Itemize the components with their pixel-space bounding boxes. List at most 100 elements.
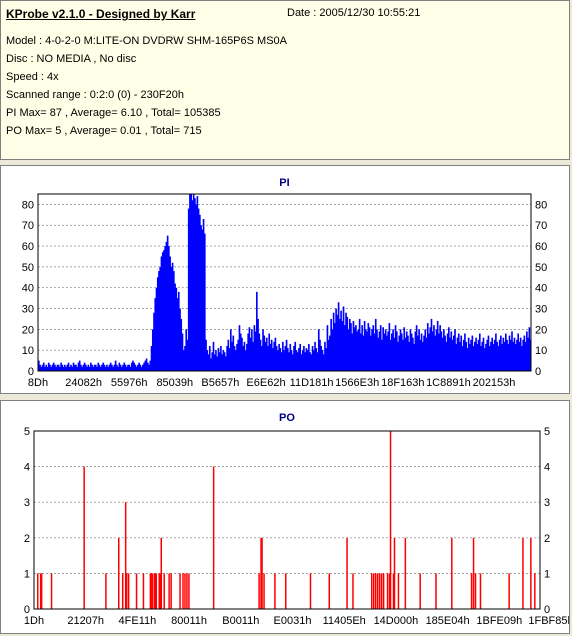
pi-bar — [314, 341, 316, 371]
pi-xtick: E6E62h — [246, 377, 285, 389]
pi-bar — [127, 364, 129, 371]
pi-bar — [395, 331, 398, 371]
po-bar — [159, 573, 162, 609]
po-bar — [182, 573, 184, 609]
pi-bar — [130, 362, 133, 371]
pi-bar — [451, 339, 454, 371]
pi-bar — [402, 339, 404, 371]
po-xtick: 185E04h — [426, 615, 470, 627]
po-bar — [36, 573, 39, 609]
pi-bar — [192, 194, 195, 371]
pi-bar — [288, 352, 290, 371]
pi-bar — [319, 339, 321, 371]
pi-bar — [173, 271, 175, 371]
pi-bar — [254, 331, 257, 371]
pi-bar — [242, 346, 245, 371]
pi-bar — [264, 341, 267, 371]
pi-ytick-right: 20 — [535, 324, 547, 336]
po-plot-frame — [33, 430, 541, 610]
po-bar — [124, 502, 127, 609]
scan-speed: Speed : 4x — [6, 71, 59, 83]
po-bar — [168, 573, 170, 609]
drive-model: Model : 4-0-2-0 M:LITE-ON DVDRW SHM-165P… — [6, 35, 287, 47]
pi-bar — [241, 337, 243, 371]
pi-bar — [516, 339, 518, 371]
pi-bar — [362, 335, 365, 371]
pi-bar — [153, 312, 155, 371]
pi-bar — [94, 364, 97, 371]
pi-bar — [394, 325, 397, 371]
pi-bar — [139, 364, 142, 371]
pi-bar — [476, 343, 479, 371]
pi-bar — [431, 331, 434, 371]
pi-bar — [132, 360, 134, 371]
pi-bar — [274, 337, 277, 371]
pi-bar — [129, 366, 132, 371]
po-ytick-right: 5 — [544, 426, 550, 438]
pi-bar — [102, 362, 105, 371]
pi-bar — [408, 341, 411, 371]
pi-bar — [294, 341, 297, 371]
pi-ytick-left: 0 — [28, 366, 34, 378]
pi-bar — [491, 337, 494, 371]
pi-bar — [83, 362, 86, 371]
po-bar — [260, 537, 262, 609]
pi-bar — [497, 346, 500, 371]
pi-bar — [111, 364, 113, 371]
pi-bar — [487, 335, 490, 371]
pi-bar — [87, 364, 90, 371]
pi-bar — [220, 346, 222, 371]
pi-bar — [184, 346, 186, 371]
pi-bar — [56, 364, 59, 371]
pi-bar — [461, 346, 464, 371]
pi-bar — [80, 364, 82, 371]
pi-bar — [355, 325, 357, 371]
pi-bar — [268, 333, 271, 371]
pi-bar — [210, 358, 212, 371]
pi-bar — [388, 323, 391, 371]
pi-bar — [522, 339, 524, 371]
pi-bar — [140, 366, 143, 371]
po-bar — [371, 573, 373, 609]
pi-xtick: 11D181h — [290, 377, 334, 389]
pi-bar — [426, 323, 429, 371]
pi-bar — [285, 339, 288, 371]
pi-bar — [428, 333, 430, 371]
pi-bar — [263, 335, 266, 371]
pi-bar — [398, 335, 401, 371]
pi-bar — [445, 341, 448, 371]
pi-bar — [165, 241, 168, 371]
po-bar — [388, 573, 391, 609]
pi-bar — [440, 331, 443, 371]
pi-bar — [315, 348, 318, 371]
pi-bar — [155, 287, 158, 371]
pi-bar — [67, 362, 70, 371]
pi-bar — [282, 341, 284, 371]
pi-bar — [469, 343, 471, 371]
po-bar — [508, 573, 510, 609]
pi-bar — [391, 333, 393, 371]
pi-bar — [128, 364, 131, 371]
po-bar — [121, 573, 124, 609]
pi-bar — [372, 325, 375, 371]
pi-bar — [367, 323, 370, 371]
pi-bar — [511, 331, 513, 371]
pi-bar — [64, 364, 66, 371]
pi-bar — [161, 252, 164, 371]
pi-bar — [348, 318, 351, 371]
po-ytick-right: 3 — [544, 497, 550, 509]
pi-bar — [429, 327, 432, 371]
pi-chart-title: PI — [279, 177, 289, 189]
pi-bar — [267, 346, 269, 371]
pi-bar — [138, 362, 140, 371]
pi-bar — [279, 348, 282, 371]
po-bar — [135, 573, 138, 609]
pi-bar — [478, 333, 481, 371]
pi-bar — [66, 364, 69, 371]
po-bar — [530, 537, 532, 609]
pi-ytick-left: 30 — [22, 304, 34, 316]
pi-ytick-right: 0 — [535, 366, 541, 378]
pi-bar — [413, 343, 415, 371]
pi-xtick: 24082h — [65, 377, 102, 389]
pi-bar — [480, 346, 482, 371]
